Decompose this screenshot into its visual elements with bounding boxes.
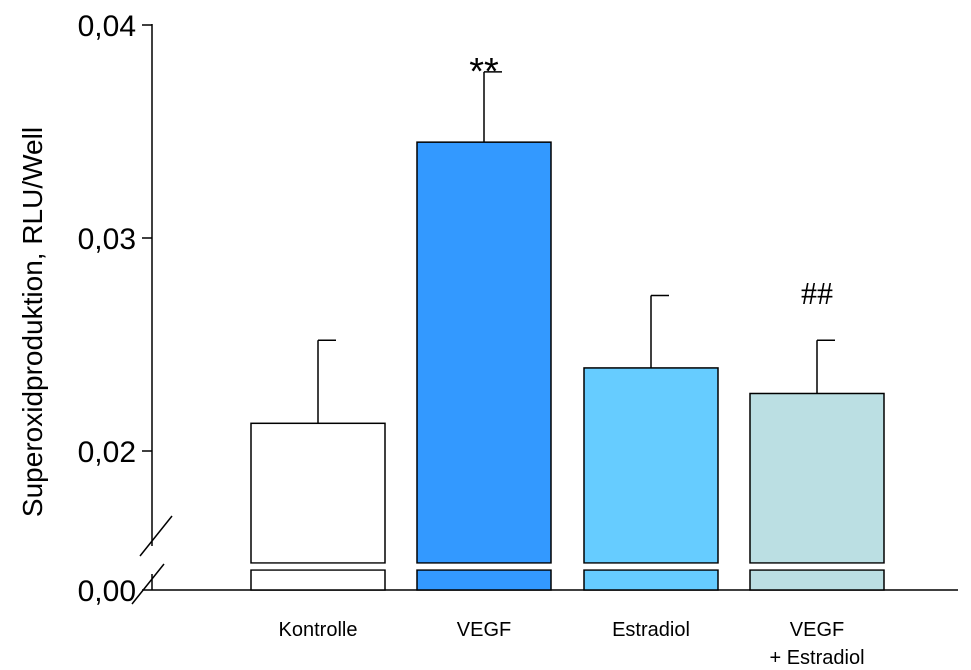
bar-break-gap bbox=[416, 563, 552, 570]
x-tick-label-line: Kontrolle bbox=[279, 619, 358, 641]
y-tick-label: 0,03 bbox=[78, 223, 136, 256]
bar bbox=[583, 367, 719, 591]
bar-lower-segment bbox=[250, 569, 386, 591]
y-axis-break-mark-upper bbox=[139, 515, 173, 557]
y-axis-break-mark-lower bbox=[131, 563, 165, 605]
x-tick-label: Estradiol bbox=[612, 619, 690, 641]
significance-marks: ** ## bbox=[469, 51, 833, 311]
bar-upper-segment bbox=[583, 367, 719, 564]
y-axis-label: Superoxidproduktion, RLU/Well bbox=[17, 127, 48, 517]
x-tick-label-line: Estradiol bbox=[612, 619, 690, 641]
x-tick-label-line: VEGF bbox=[457, 619, 511, 641]
bar bbox=[416, 141, 552, 591]
error-bars bbox=[317, 71, 835, 424]
y-ticks: 0,00 0,02 0,03 0,04 bbox=[78, 10, 152, 608]
x-tick-label-line: VEGF bbox=[790, 619, 844, 641]
y-tick-label: 0,00 bbox=[78, 575, 136, 608]
x-tick-label-line: + Estradiol bbox=[769, 647, 864, 669]
y-tick-label: 0,04 bbox=[78, 10, 136, 43]
x-tick-labels: Kontrolle VEGF Estradiol VEGF + Estradiol bbox=[279, 619, 865, 669]
bar-upper-segment bbox=[749, 392, 885, 564]
x-tick-label: Kontrolle bbox=[279, 619, 358, 641]
bar bbox=[749, 392, 885, 591]
bar-break-gap bbox=[749, 563, 885, 570]
bar-lower-segment bbox=[416, 569, 552, 591]
significance-label: ** bbox=[469, 51, 499, 93]
bar-break-gap bbox=[250, 563, 386, 570]
y-tick-label: 0,02 bbox=[78, 436, 136, 469]
x-tick-label: VEGF bbox=[457, 619, 511, 641]
bar-lower-segment bbox=[749, 569, 885, 591]
bar-lower-segment bbox=[583, 569, 719, 591]
bar-break-gap bbox=[583, 563, 719, 570]
x-tick-label: VEGF + Estradiol bbox=[769, 619, 864, 669]
bar-upper-segment bbox=[416, 141, 552, 564]
bar bbox=[250, 422, 386, 591]
bars bbox=[250, 141, 885, 591]
bar-upper-segment bbox=[250, 422, 386, 564]
significance-label: ## bbox=[801, 275, 833, 311]
